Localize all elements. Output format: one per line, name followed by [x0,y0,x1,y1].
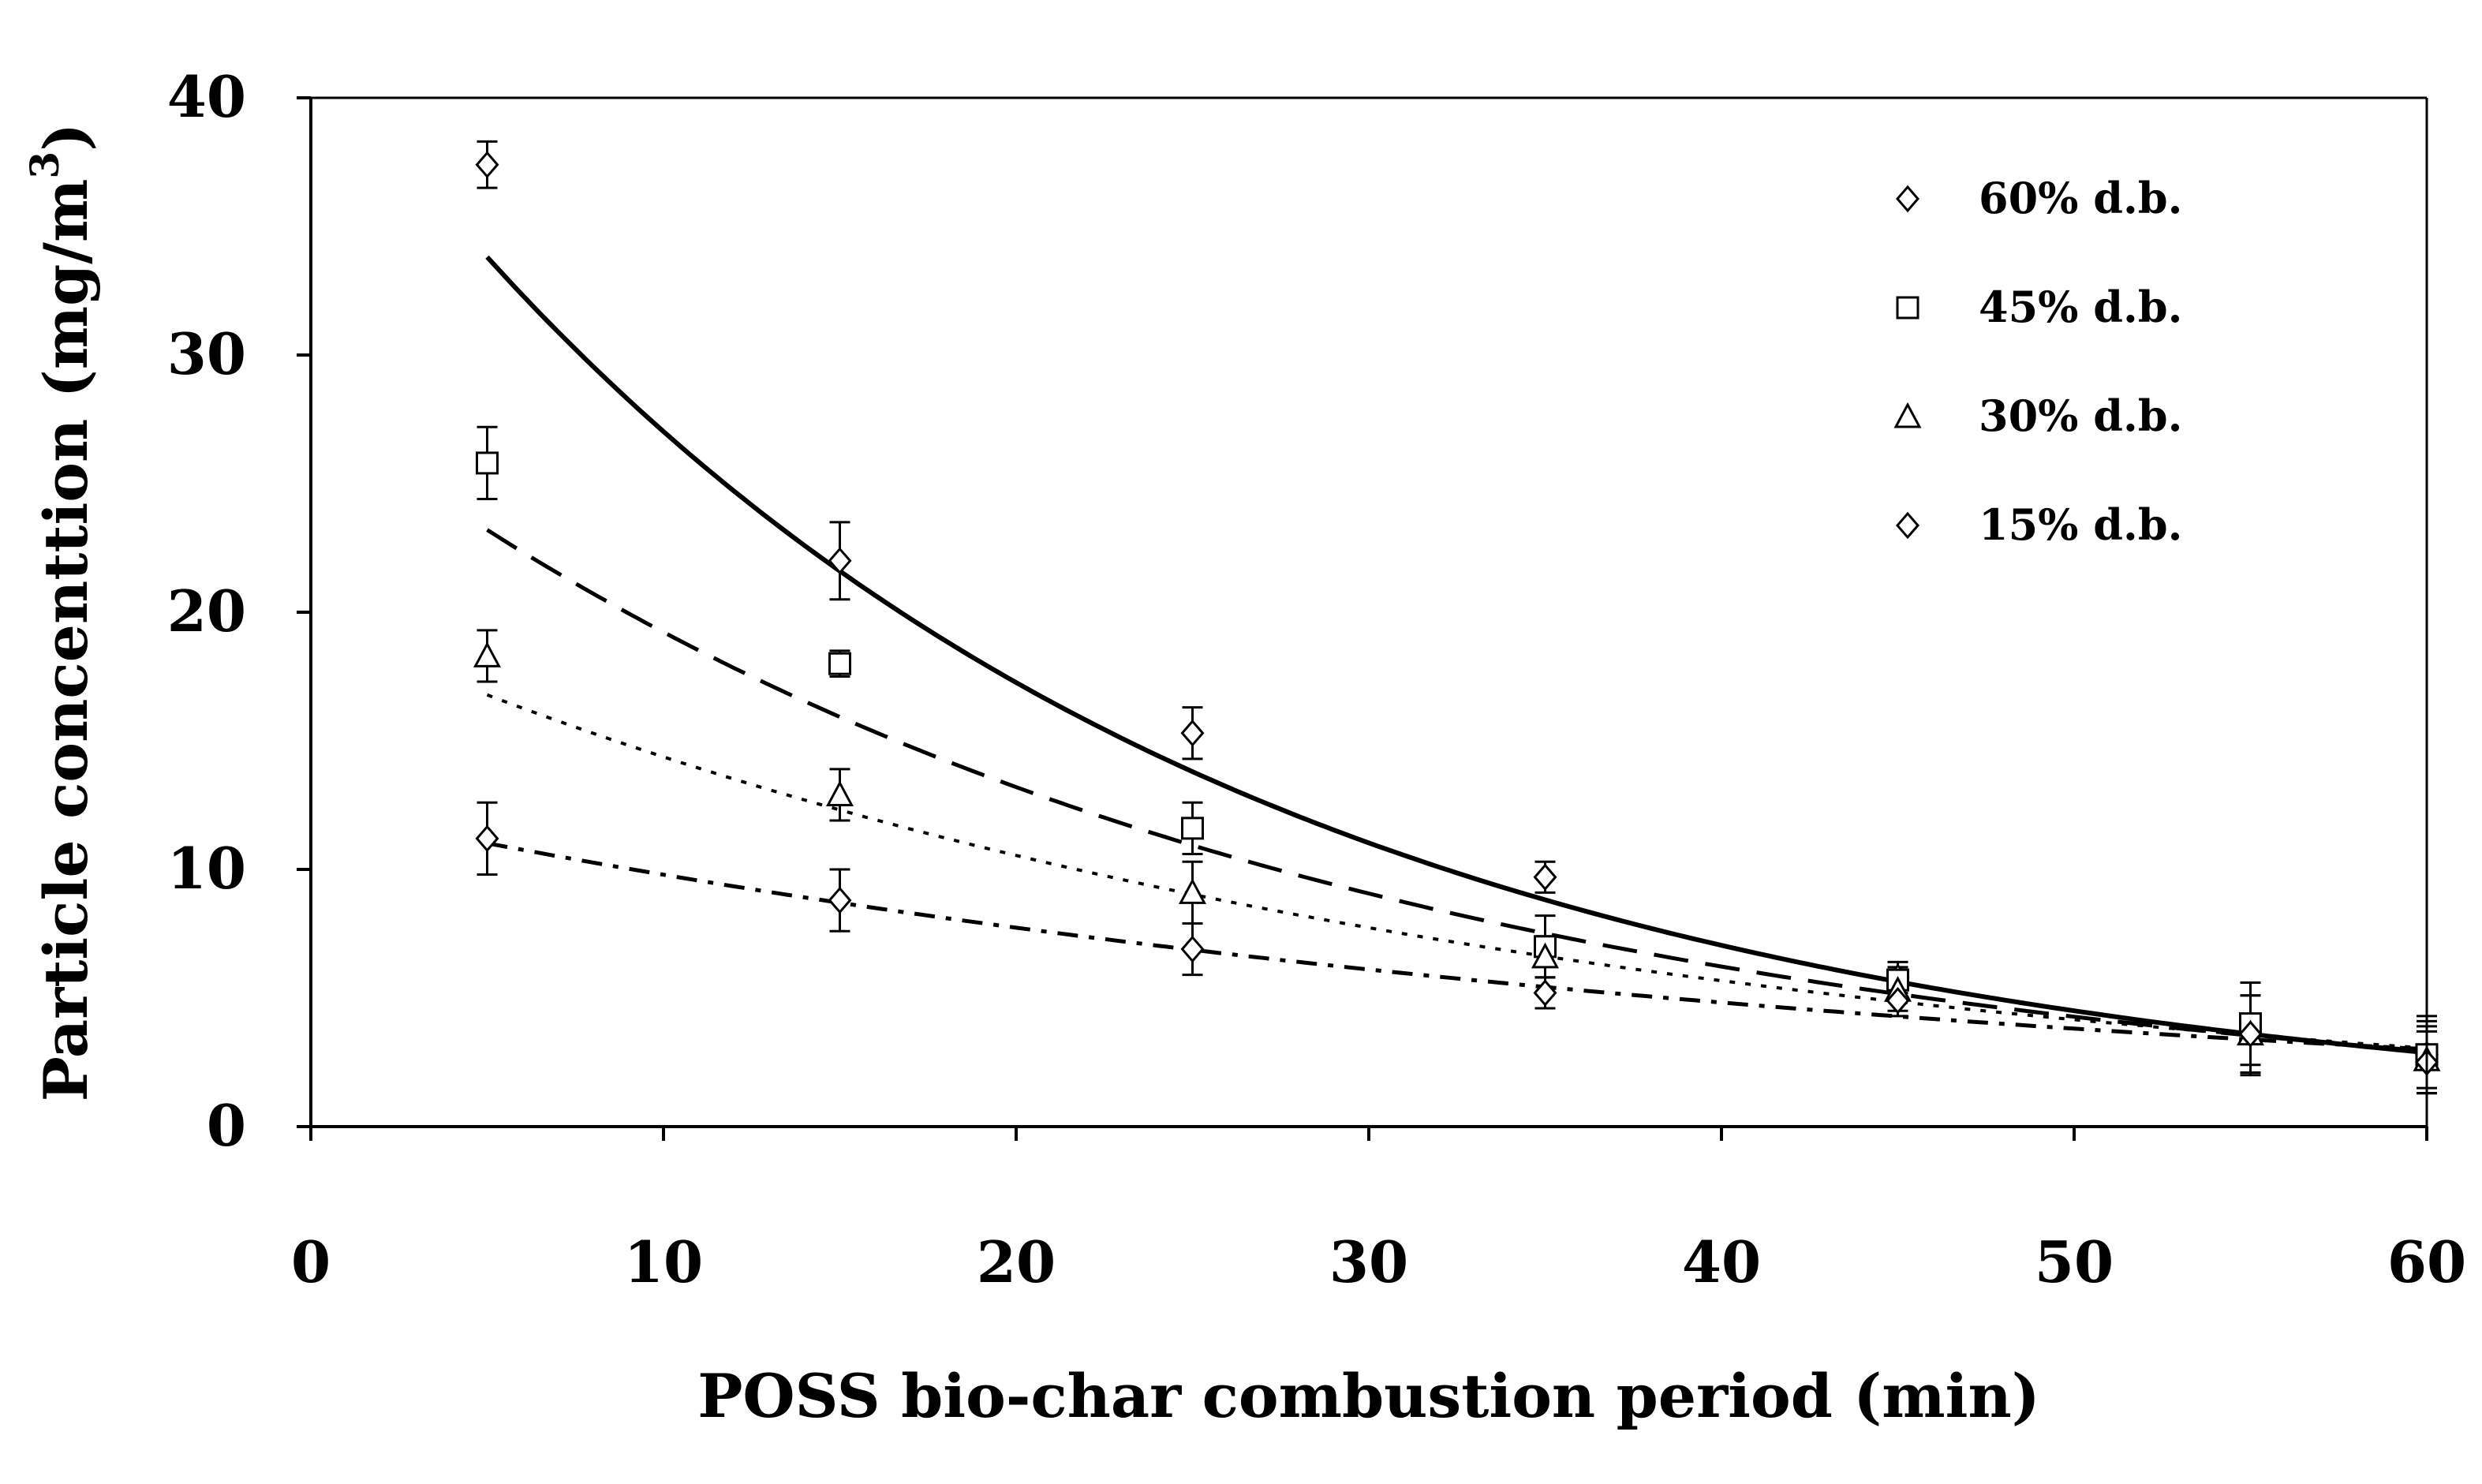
data-point-15-d-b-45 [1886,986,1910,1015]
legend-label-45-d-b: 45% d.b. [1979,282,2182,332]
data-point-45-d-b-15 [828,652,851,675]
data-point-60-d-b-25 [1180,719,1205,747]
data-point-60-d-b-35 [1533,863,1557,892]
x-tick-label-50: 50 [2035,1228,2114,1295]
y-axis-title-end: ) [31,123,101,151]
legend-marker-45-d-b [1896,296,1919,320]
fit-curve-45-d-b [486,528,2428,1053]
legend-marker-60-d-b [1896,185,1919,213]
x-axis-title: POSS bio-char combustion period (min) [697,1361,2040,1431]
data-point-15-d-b-25 [1180,935,1205,963]
data-point-60-d-b-5 [475,151,499,179]
fit-curve-15-d-b [487,841,2428,1052]
y-axis-title-main: Particle concenttion (mg/m [31,179,101,1102]
x-tick-label-30: 30 [1329,1228,1408,1295]
x-tick-label-20: 20 [977,1228,1056,1295]
legend-item-45-d-b: 45% d.b. [1896,282,2182,332]
fit-curves [485,255,2428,1056]
legend-item-60-d-b: 60% d.b. [1896,173,2182,223]
y-axis-title: Particle concenttion (mg/m3) [21,123,101,1101]
y-tick-label-20: 20 [167,578,246,645]
data-point-30-d-b-35 [1531,942,1560,969]
legend-label-30-d-b: 30% d.b. [1979,391,2182,441]
fit-curve-60-d-b [485,255,2428,1056]
legend: 60% d.b. 45% d.b. 30% d.b. 15% d.b. [1893,173,2182,550]
data-point-30-d-b-5 [473,641,502,667]
y-axis-title-superscript: 3 [21,151,68,179]
legend-label-60-d-b: 60% d.b. [1979,173,2182,223]
data-point-45-d-b-5 [476,451,499,475]
y-tick-label-0: 0 [207,1092,246,1159]
x-tick-label-40: 40 [1682,1228,1761,1295]
data-point-30-d-b-15 [825,780,854,806]
y-tick-label-30: 30 [167,320,246,387]
y-tick-label-40: 40 [167,63,246,130]
data-point-30-d-b-25 [1178,878,1207,904]
legend-marker-30-d-b [1893,402,1922,428]
legend-label-15-d-b: 15% d.b. [1979,499,2182,550]
data-point-15-d-b-35 [1533,979,1557,1007]
x-tick-label-10: 10 [624,1228,703,1295]
legend-marker-15-d-b [1896,511,1919,540]
x-tick-label-0: 0 [291,1228,331,1295]
data-point-15-d-b-55 [2238,1020,2263,1048]
legend-item-30-d-b: 30% d.b. [1893,391,2182,441]
legend-item-15-d-b: 15% d.b. [1896,499,2182,550]
data-point-60-d-b-15 [828,547,852,575]
x-tick-label-60: 60 [2387,1228,2466,1295]
data-point-45-d-b-25 [1181,817,1204,840]
data-point-15-d-b-5 [475,824,499,853]
data-point-15-d-b-15 [828,886,852,914]
y-tick-label-10: 10 [167,835,246,902]
ticks: 0 10 20 30 40 50 60 0 10 20 30 40 [167,63,2466,1295]
